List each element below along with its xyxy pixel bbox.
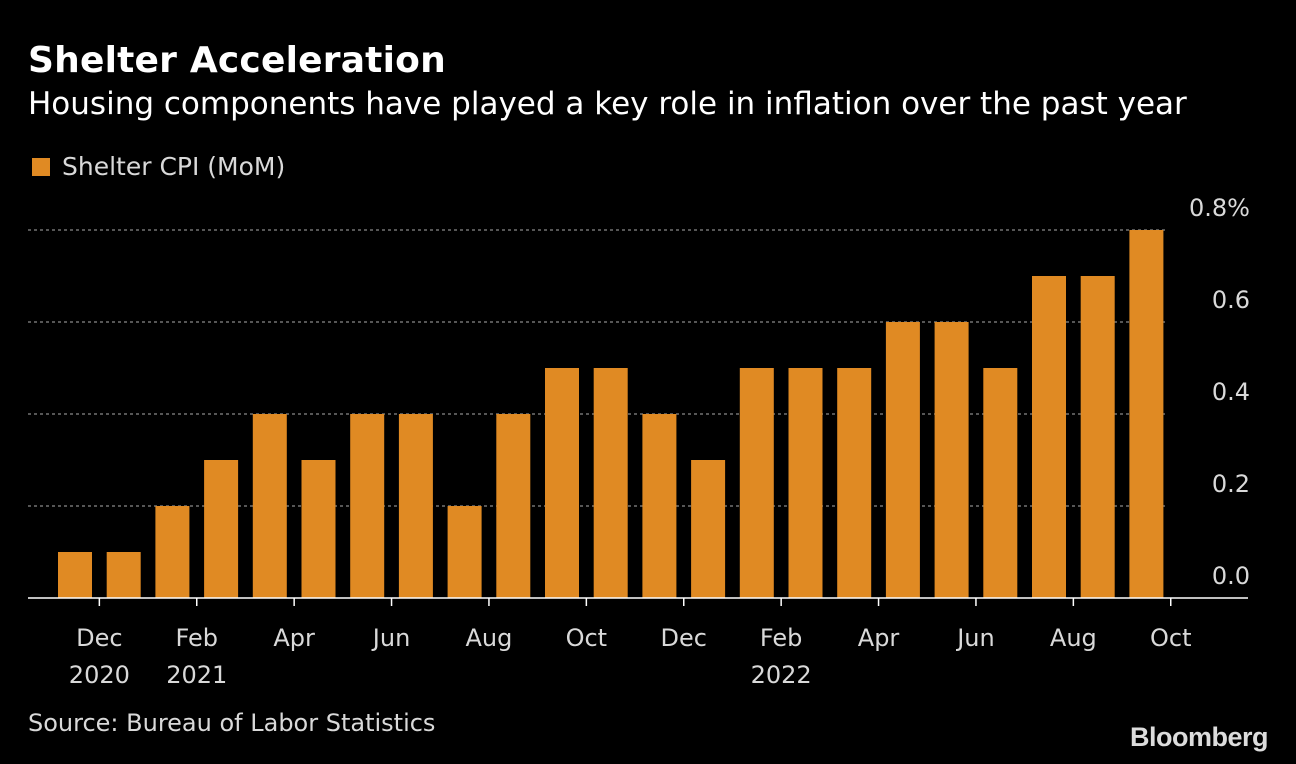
bar (1032, 276, 1066, 598)
y-tick-label: 0.4 (1212, 378, 1250, 406)
y-tick-label: 0.2 (1212, 470, 1250, 498)
y-tick-label: 0.8% (1189, 194, 1250, 222)
bar (204, 460, 239, 598)
bar (496, 414, 531, 598)
x-tick-label: Oct (1150, 624, 1192, 652)
x-tick-label: Feb (176, 624, 219, 652)
bar (788, 368, 823, 598)
y-tick-label: 0.0 (1212, 562, 1250, 590)
bar (983, 368, 1018, 598)
source-note: Source: Bureau of Labor Statistics (28, 709, 436, 737)
bar (1080, 276, 1115, 598)
x-tick-year-label: 2020 (69, 661, 130, 689)
x-tick-label: Jun (371, 624, 411, 652)
bar (155, 506, 190, 598)
x-tick-label: Aug (466, 624, 513, 652)
bar (642, 414, 677, 598)
x-tick-label: Dec (76, 624, 122, 652)
legend-label: Shelter CPI (MoM) (62, 152, 286, 181)
x-tick-label: Dec (661, 624, 707, 652)
bar (885, 322, 920, 598)
bar (350, 414, 385, 598)
bar (739, 368, 774, 598)
bloomberg-logo: Bloomberg (1129, 722, 1269, 752)
bar (398, 414, 433, 598)
legend: Shelter CPI (MoM) (32, 152, 285, 181)
bar (593, 368, 628, 598)
x-tick-year-label: 2022 (751, 661, 812, 689)
chart-title: Shelter Acceleration (28, 40, 446, 81)
y-tick-label: 0.6 (1212, 286, 1250, 314)
x-tick-label: Jun (955, 624, 995, 652)
chart-subtitle: Housing components have played a key rol… (28, 86, 1187, 122)
bar (691, 460, 726, 598)
x-tick-label: Aug (1050, 624, 1097, 652)
x-tick-year-label: 2021 (166, 661, 227, 689)
bar (447, 506, 482, 598)
x-tick-label: Apr (858, 624, 900, 652)
bar (1129, 230, 1164, 598)
bar (545, 368, 579, 598)
bar (58, 552, 92, 598)
bar (301, 460, 336, 598)
x-tick-label: Feb (760, 624, 803, 652)
bar (837, 368, 872, 598)
x-tick-label: Oct (566, 624, 608, 652)
bar (252, 414, 287, 598)
legend-swatch (32, 157, 50, 176)
x-tick-label: Apr (273, 624, 315, 652)
bar (934, 322, 969, 598)
bar (106, 552, 141, 598)
